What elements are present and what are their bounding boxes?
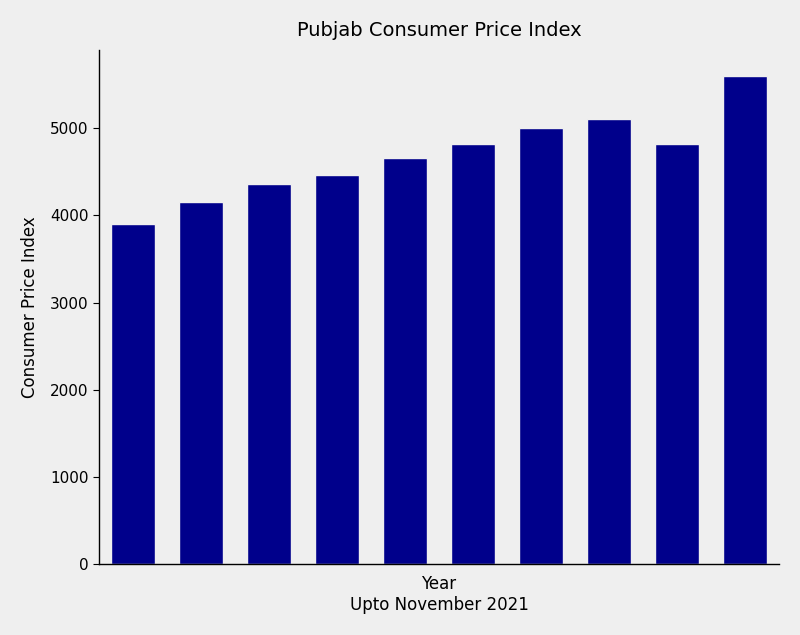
Bar	[587, 119, 631, 565]
Bar	[655, 144, 699, 565]
Title: Pubjab Consumer Price Index: Pubjab Consumer Price Index	[297, 21, 582, 40]
X-axis label: Year
Upto November 2021: Year Upto November 2021	[350, 575, 529, 614]
Y-axis label: Consumer Price Index: Consumer Price Index	[21, 216, 39, 398]
Bar	[451, 144, 495, 565]
Bar	[383, 158, 427, 565]
Bar	[179, 203, 223, 565]
Bar	[111, 224, 155, 565]
Bar	[247, 184, 291, 565]
Bar	[519, 128, 563, 565]
Bar	[315, 175, 359, 565]
Bar	[723, 76, 767, 565]
